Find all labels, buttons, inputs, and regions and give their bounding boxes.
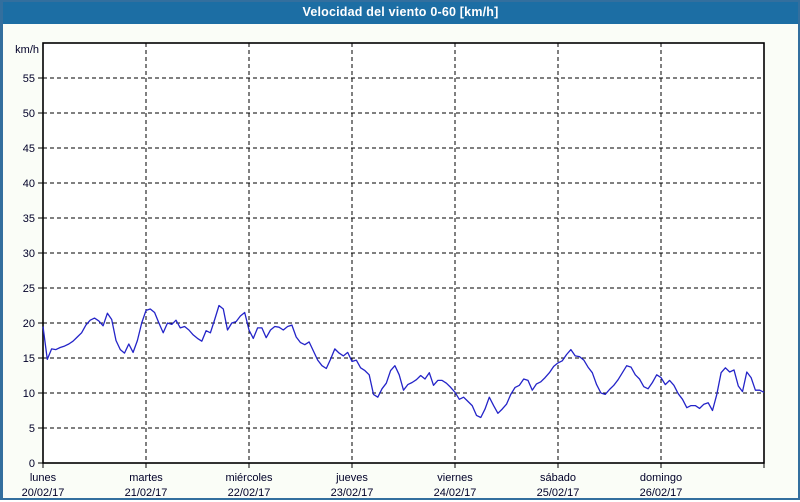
chart-title-bar: Velocidad del viento 0-60 [km/h] [3, 2, 798, 24]
chart-title: Velocidad del viento 0-60 [km/h] [302, 5, 499, 19]
y-tick-label-30: 30 [23, 248, 35, 260]
x-day-date-label: 25/02/17 [537, 487, 580, 499]
x-day-name-label: sábado [540, 472, 576, 484]
y-tick-label-15: 15 [23, 353, 35, 365]
x-day-date-label: 20/02/17 [22, 487, 65, 499]
y-tick-label-10: 10 [23, 388, 35, 400]
x-day-name-label: domingo [640, 472, 682, 484]
x-day-date-label: 21/02/17 [125, 487, 168, 499]
y-tick-label-40: 40 [23, 178, 35, 190]
y-tick-label-25: 25 [23, 283, 35, 295]
x-day-name-label: viernes [437, 472, 473, 484]
y-tick-label-45: 45 [23, 143, 35, 155]
x-day-name-label: lunes [30, 472, 57, 484]
y-tick-label-50: 50 [23, 108, 35, 120]
wind-speed-line [42, 304, 765, 419]
y-tick-label-55: 55 [23, 73, 35, 85]
y-tick-label-5: 5 [29, 423, 35, 435]
wind-speed-chart: 0 5 10 15 20 25 30 35 40 45 50 55 km/h lunes 20/02/17 m… [15, 42, 765, 499]
y-axis-unit-label: km/h [15, 44, 39, 56]
x-day-name-label: martes [129, 472, 163, 484]
x-day-name-label: miércoles [225, 472, 273, 484]
y-tick-label-0: 0 [29, 458, 35, 470]
y-tick-label-20: 20 [23, 318, 35, 330]
x-day-date-label: 26/02/17 [640, 487, 683, 499]
x-day-date-label: 22/02/17 [228, 487, 271, 499]
x-day-date-label: 24/02/17 [434, 487, 477, 499]
x-day-name-label: jueves [335, 472, 368, 484]
y-tick-label-35: 35 [23, 213, 35, 225]
x-day-date-label: 23/02/17 [331, 487, 374, 499]
